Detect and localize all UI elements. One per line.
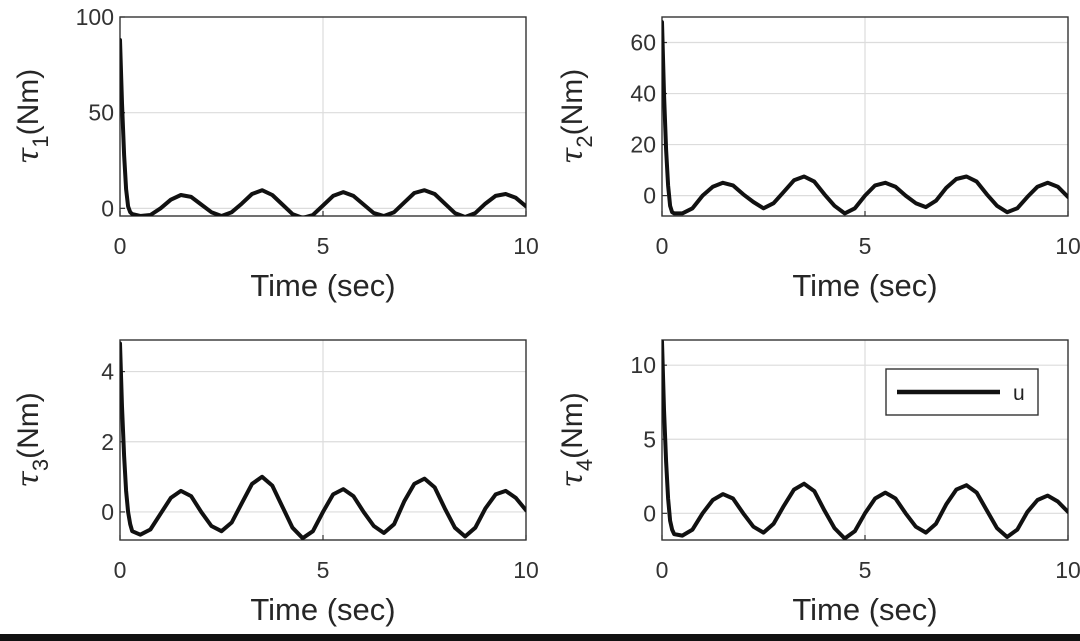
- legend: u: [885, 368, 1039, 416]
- x-tick-label: 0: [114, 233, 127, 259]
- y-tick-label: 50: [88, 100, 114, 126]
- y-axis-label-unit: (Nm): [12, 69, 45, 136]
- y-axis-label-unit: (Nm): [12, 392, 45, 459]
- bottom-border-bar: [0, 634, 1080, 641]
- y-tick-label: 20: [630, 132, 656, 158]
- series-line-u: [120, 341, 526, 540]
- y-axis-label-subscript: 3: [28, 459, 53, 471]
- y-axis-label-subscript: 4: [572, 459, 597, 471]
- y-tick-label: 0: [101, 499, 114, 525]
- y-tick-label: 40: [630, 81, 656, 107]
- x-tick-label: 5: [859, 233, 872, 259]
- y-axis-label-symbol: τ: [11, 471, 46, 488]
- x-axis-label: Time (sec): [250, 268, 395, 303]
- series-line-u: [120, 38, 526, 216]
- x-axis-label: Time (sec): [250, 592, 395, 627]
- subplot-tau4: 0 5 10 0 5 10 Time (sec) τ4(Nm) u: [555, 339, 1080, 627]
- subplot-tau2: 0 5 10 0 20 40 60 Time (sec) τ2(Nm): [555, 16, 1080, 303]
- x-tick-label: 5: [859, 557, 872, 583]
- subplot-tau3: 0 5 10 0 2 4 Time (sec) τ3(Nm): [11, 339, 539, 627]
- x-tick-label: 10: [513, 557, 539, 583]
- x-axis-label: Time (sec): [792, 268, 937, 303]
- x-tick-label: 10: [1055, 233, 1080, 259]
- y-tick-label: 60: [630, 30, 656, 56]
- y-axis-label-symbol: τ: [555, 147, 590, 164]
- y-axis-label: τ2(Nm): [555, 69, 597, 165]
- y-axis-label-unit: (Nm): [556, 392, 589, 459]
- y-axis-label-unit: (Nm): [556, 69, 589, 136]
- y-axis-label: τ4(Nm): [555, 392, 597, 488]
- y-axis-label-symbol: τ: [555, 471, 590, 488]
- x-tick-label: 10: [513, 233, 539, 259]
- y-axis-label: τ3(Nm): [11, 392, 53, 488]
- y-axis-label-symbol: τ: [11, 147, 46, 164]
- y-tick-label: 0: [101, 195, 114, 221]
- series-line-u: [662, 20, 1068, 216]
- y-tick-label: 0: [643, 500, 656, 526]
- x-tick-label: 5: [317, 233, 330, 259]
- y-tick-label: 5: [643, 426, 656, 452]
- y-tick-label: 2: [101, 429, 114, 455]
- x-axis-label: Time (sec): [792, 592, 937, 627]
- y-tick-label: 4: [101, 359, 114, 385]
- y-tick-label: 100: [76, 4, 114, 30]
- y-axis-label: τ1(Nm): [11, 69, 53, 165]
- x-tick-label: 5: [317, 557, 330, 583]
- x-tick-label: 0: [656, 557, 669, 583]
- x-tick-label: 0: [114, 557, 127, 583]
- y-axis-label-subscript: 2: [572, 135, 597, 147]
- y-axis-label-subscript: 1: [28, 135, 53, 147]
- legend-label: u: [1013, 382, 1025, 405]
- y-tick-label: 10: [630, 352, 656, 378]
- x-tick-label: 10: [1055, 557, 1080, 583]
- y-tick-label: 0: [643, 183, 656, 209]
- series-line-u: [662, 340, 1068, 540]
- x-tick-label: 0: [656, 233, 669, 259]
